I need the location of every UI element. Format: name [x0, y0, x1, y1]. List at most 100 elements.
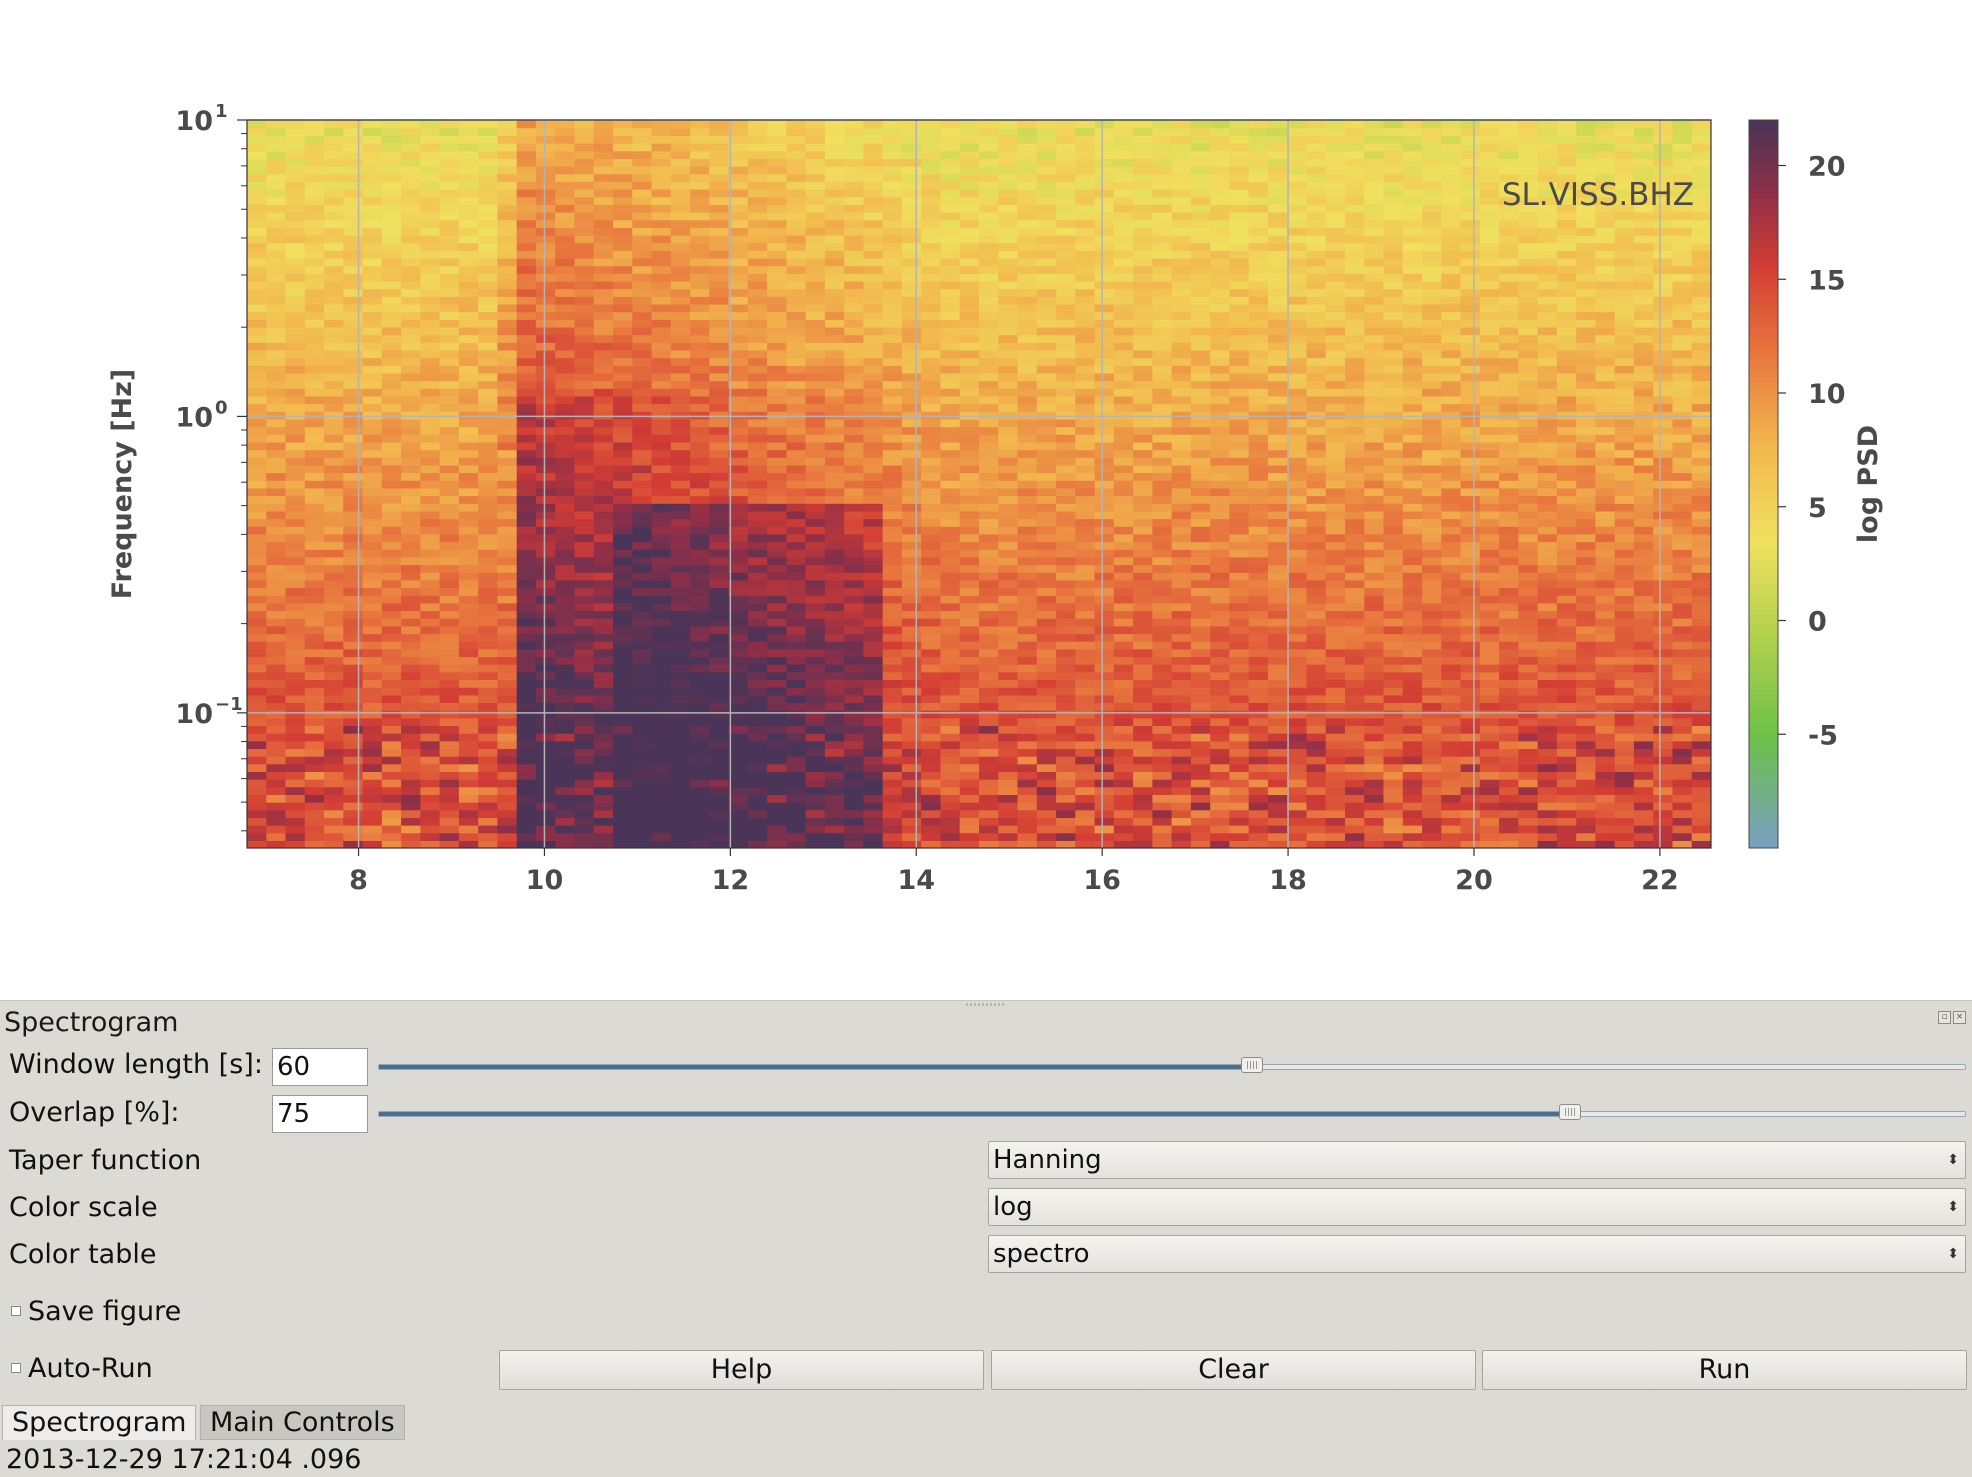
heatmap-cell	[478, 234, 499, 244]
heatmap-cell	[1190, 166, 1211, 175]
heatmap-cell	[535, 212, 556, 221]
heatmap-cell	[1152, 725, 1173, 734]
heatmap-cell	[1133, 196, 1153, 205]
heatmap-cell	[285, 434, 306, 443]
heatmap-cell	[651, 403, 672, 412]
heatmap-cell	[805, 518, 826, 527]
heatmap-cell	[247, 403, 267, 412]
heatmap-cell	[767, 395, 787, 405]
heatmap-cell	[844, 595, 865, 604]
heatmap-cell	[632, 756, 653, 765]
heatmap-cell	[921, 250, 942, 259]
heatmap-cell	[593, 250, 614, 259]
heatmap-cell	[844, 257, 865, 267]
heatmap-cell	[1152, 342, 1173, 351]
heatmap-cell	[285, 158, 306, 167]
heatmap-cell	[632, 365, 653, 374]
heatmap-cell	[1229, 495, 1250, 504]
heatmap-cell	[1229, 740, 1250, 749]
heatmap-cell	[824, 372, 845, 382]
heatmap-cell	[979, 664, 999, 673]
heatmap-cell	[1229, 349, 1250, 359]
heatmap-cell	[362, 572, 383, 581]
heatmap-cell	[420, 809, 441, 818]
heatmap-cell	[786, 120, 807, 129]
heatmap-cell	[1017, 265, 1038, 274]
heatmap-cell	[901, 725, 922, 734]
heatmap-cell	[324, 533, 344, 543]
heatmap-cell	[805, 717, 826, 726]
heatmap-cell	[1056, 472, 1076, 481]
heatmap-cell	[1036, 212, 1057, 221]
heatmap-cell	[1171, 694, 1192, 703]
heatmap-cell	[940, 487, 961, 497]
heatmap-cell	[401, 227, 421, 236]
heatmap-cell	[420, 388, 441, 397]
heatmap-cell	[420, 311, 441, 320]
heatmap-cell	[516, 572, 537, 581]
heatmap-cell	[478, 487, 499, 497]
heatmap-cell	[690, 503, 710, 512]
heatmap-cell	[632, 802, 653, 811]
heatmap-cell	[690, 602, 710, 612]
heatmap-cell	[478, 411, 499, 420]
heatmap-cell	[824, 549, 845, 558]
heatmap-cell	[266, 403, 287, 412]
heatmap-cell	[709, 242, 730, 251]
heatmap-cell	[767, 127, 787, 136]
heatmap-cell	[979, 303, 999, 313]
heatmap-cell	[805, 763, 826, 772]
heatmap-cell	[1152, 257, 1173, 267]
heatmap-cell	[728, 181, 749, 190]
heatmap-cell	[651, 181, 672, 190]
heatmap-cell	[1152, 480, 1173, 489]
heatmap-cell	[670, 311, 691, 320]
heatmap-cell	[728, 579, 749, 589]
heatmap-cell	[979, 817, 999, 826]
heatmap-cell	[247, 143, 267, 152]
heatmap-cell	[497, 334, 518, 343]
heatmap-cell	[1056, 426, 1076, 435]
heatmap-cell	[458, 541, 479, 550]
heatmap-cell	[670, 587, 691, 596]
heatmap-cell	[304, 832, 325, 841]
heatmap-cell	[786, 326, 807, 336]
heatmap-cell	[1229, 779, 1250, 788]
heatmap-cell	[1056, 242, 1076, 251]
heatmap-cell	[535, 135, 556, 144]
heatmap-cell	[1190, 740, 1211, 749]
heatmap-cell	[497, 181, 518, 190]
heatmap-cell	[670, 349, 691, 359]
heatmap-cell	[728, 257, 749, 267]
heatmap-cell	[304, 334, 325, 343]
heatmap-cell	[863, 388, 884, 397]
heatmap-cell	[439, 411, 460, 420]
heatmap-cell	[632, 541, 653, 550]
heatmap-cell	[593, 189, 614, 198]
heatmap-cell	[632, 579, 653, 589]
heatmap-cell	[1036, 403, 1057, 412]
heatmap-cell	[747, 572, 768, 581]
heatmap-cell	[979, 487, 999, 497]
heatmap-cell	[882, 418, 903, 428]
heatmap-cell	[747, 802, 768, 811]
heatmap-cell	[516, 388, 537, 397]
heatmap-cell	[381, 656, 402, 665]
heatmap-cell	[882, 189, 903, 198]
heatmap-cell	[844, 357, 865, 366]
heatmap-cell	[478, 518, 499, 527]
heatmap-cell	[381, 756, 402, 765]
heatmap-cell	[1017, 679, 1038, 688]
heatmap-cell	[247, 181, 267, 190]
heatmap-cell	[805, 556, 826, 566]
heatmap-cell	[767, 150, 787, 159]
heatmap-cell	[401, 533, 421, 543]
heatmap-cell	[1017, 296, 1038, 305]
heatmap-cell	[632, 702, 653, 711]
heatmap-cell	[1190, 273, 1211, 282]
heatmap-cell	[844, 166, 865, 175]
heatmap-cell	[709, 480, 730, 489]
heatmap-cell	[1017, 464, 1038, 474]
heatmap-cell	[439, 395, 460, 405]
heatmap-cell	[285, 334, 306, 343]
